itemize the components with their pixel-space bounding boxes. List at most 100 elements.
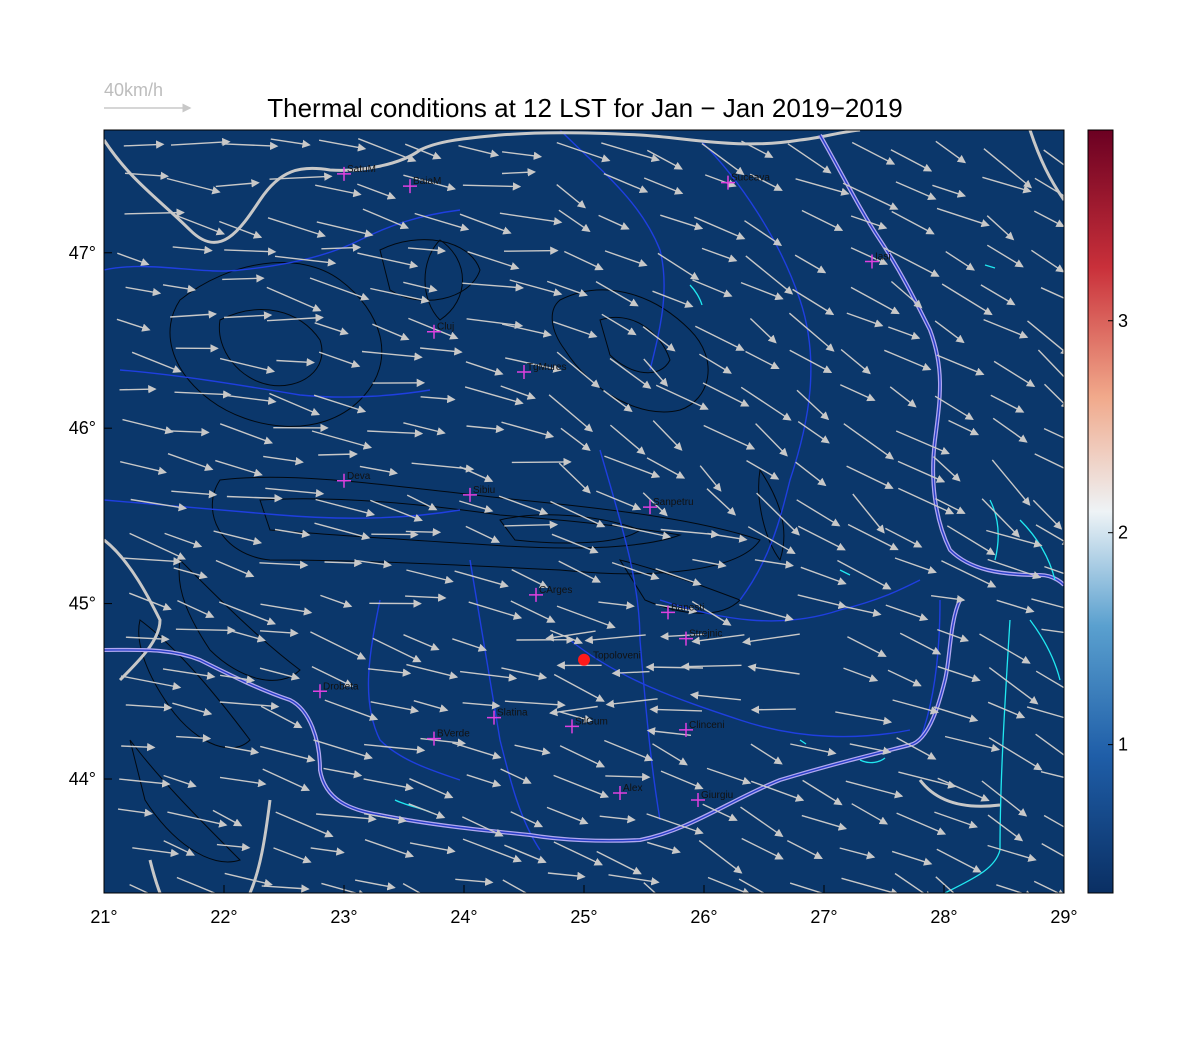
wind-vector xyxy=(121,742,156,752)
wind-vector xyxy=(363,813,407,824)
wind-vector xyxy=(559,745,606,768)
wind-vector xyxy=(212,809,243,827)
wind-vector xyxy=(795,178,850,196)
wind-vector xyxy=(787,143,832,174)
reference-site-dot xyxy=(578,653,590,666)
wind-vector xyxy=(259,667,300,681)
station-marker: TgMures xyxy=(517,362,566,380)
wind-vector xyxy=(311,430,373,450)
wind-vector xyxy=(649,705,703,714)
wind-vector xyxy=(988,737,1043,771)
wind-vector xyxy=(357,252,419,269)
wind-vector xyxy=(466,774,502,788)
wind-vector xyxy=(364,839,415,858)
wind-vector xyxy=(276,358,315,367)
station-label: Alex xyxy=(623,783,642,794)
wind-vector xyxy=(835,711,893,725)
station-label: Cluj xyxy=(437,322,454,333)
wind-vector xyxy=(935,497,966,514)
wind-vector xyxy=(897,460,946,483)
x-tick-label: 26° xyxy=(690,907,717,927)
wind-vector xyxy=(883,247,940,277)
wind-vector xyxy=(219,674,256,684)
wind-vector xyxy=(314,322,349,336)
wind-vector xyxy=(745,350,780,370)
wind-vector xyxy=(646,841,681,855)
station-label: Strejnic xyxy=(689,629,722,640)
wind-vector xyxy=(895,430,950,455)
map-title: Thermal conditions at 12 LST for Jan − J… xyxy=(267,93,903,123)
wind-vector xyxy=(691,600,732,626)
wind-vector xyxy=(894,557,937,574)
station-cross xyxy=(661,605,675,620)
wind-vector xyxy=(315,184,362,198)
wind-vector xyxy=(361,350,423,361)
wind-vector xyxy=(842,182,899,210)
wind-vector xyxy=(890,280,923,309)
wind-vector xyxy=(460,670,518,682)
wind-vector xyxy=(945,251,975,271)
wind-vector xyxy=(223,311,273,320)
station-cross xyxy=(679,722,693,737)
wind-vector xyxy=(406,663,459,680)
wind-vector xyxy=(889,386,917,408)
station-marker: SatuM xyxy=(337,164,376,181)
station-label: Slatina xyxy=(497,708,528,719)
station-label: Deva xyxy=(347,471,371,482)
wind-vector xyxy=(273,847,312,864)
wind-vector xyxy=(937,777,990,802)
wind-vector xyxy=(837,559,892,590)
wind-vector xyxy=(547,871,586,881)
wind-vector xyxy=(986,215,1015,241)
station-label: Iasi xyxy=(875,252,891,263)
wind-vector xyxy=(643,358,669,387)
wind-vector xyxy=(1027,320,1064,356)
x-axis: 21° 22° 23° 24° 25° 26° 27° 28° 29° xyxy=(90,885,1078,927)
wind-vector xyxy=(1035,670,1064,693)
wind-vector xyxy=(796,389,830,421)
wind-vector xyxy=(707,532,748,543)
wind-vector xyxy=(224,247,277,256)
wind-vector xyxy=(701,247,738,263)
station-cross xyxy=(313,684,327,699)
wind-vector xyxy=(219,423,274,445)
station-cross xyxy=(427,731,441,746)
wind-vector xyxy=(362,208,409,230)
wind-vector xyxy=(934,811,978,829)
wind-vector xyxy=(611,668,650,678)
wind-vector xyxy=(933,706,979,723)
station-label: CArges xyxy=(539,585,572,596)
wind-vector xyxy=(116,318,151,332)
wind-vector xyxy=(749,317,777,344)
wind-vector xyxy=(270,138,311,149)
station-label: Giurgiu xyxy=(701,790,733,801)
wind-vector xyxy=(357,138,417,163)
wind-vector xyxy=(420,737,466,747)
wind-vector xyxy=(899,632,942,655)
station-marker: Drobeta xyxy=(313,681,359,699)
wind-vector xyxy=(689,691,741,701)
station-label: Clinceni xyxy=(689,720,725,731)
wind-vector xyxy=(464,386,524,406)
wind-vector xyxy=(979,633,1031,664)
wind-vector xyxy=(509,279,563,297)
wind-vector xyxy=(163,774,197,788)
wind-vector xyxy=(850,215,888,230)
y-tick-label: 44° xyxy=(69,769,96,789)
wind-vector xyxy=(466,424,505,434)
wind-vector xyxy=(608,874,660,886)
wind-vector xyxy=(318,139,367,152)
wind-vector xyxy=(847,636,887,657)
wind-vector xyxy=(750,705,796,714)
wind-vector xyxy=(226,494,283,503)
wind-vector xyxy=(982,176,1032,194)
wind-vector xyxy=(510,600,556,623)
wind-vector xyxy=(890,149,933,172)
wind-vector xyxy=(514,744,551,756)
wind-vector xyxy=(609,424,646,455)
wind-vector xyxy=(310,847,345,856)
wind-vector xyxy=(455,877,494,886)
wind-vector xyxy=(604,455,661,479)
x-tick-label: 23° xyxy=(330,907,357,927)
